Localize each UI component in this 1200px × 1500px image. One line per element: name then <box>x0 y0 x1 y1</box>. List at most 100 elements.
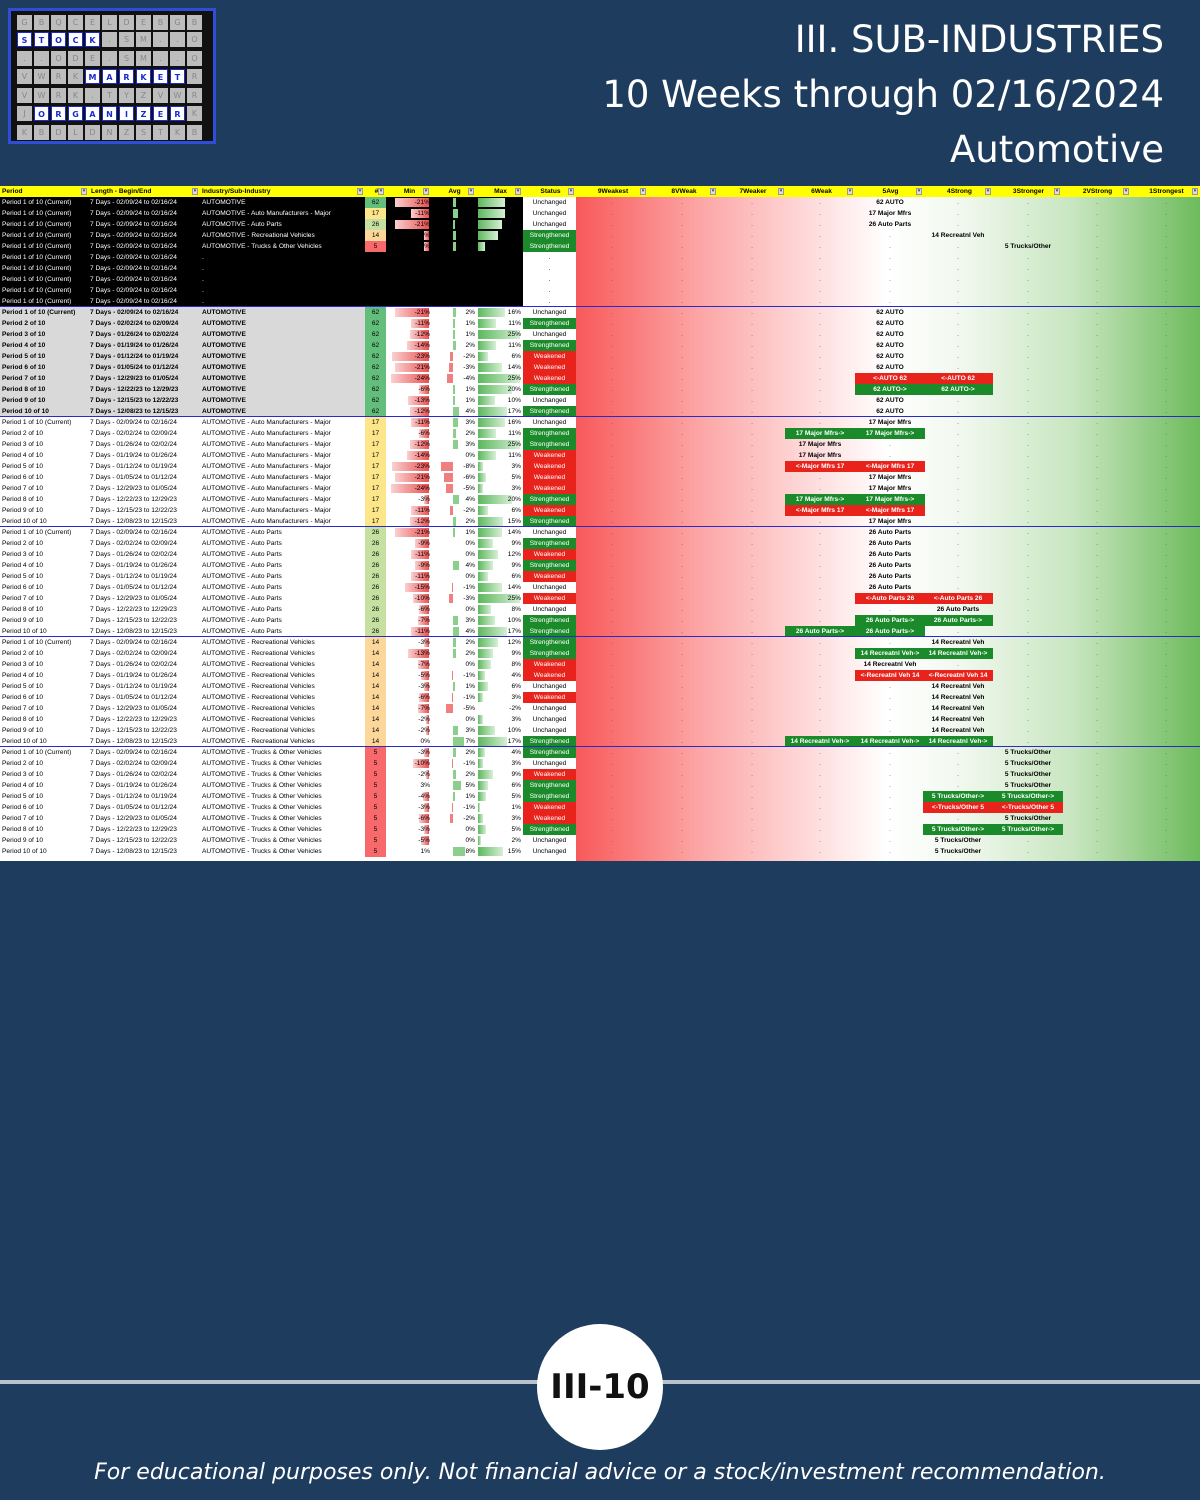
filter-dropdown-icon[interactable]: ▾ <box>710 188 716 195</box>
length-cell: 7 Days - 12/15/23 to 12/22/23 <box>90 837 177 844</box>
strength-position-marker: 14 Recreatnl Veh <box>931 232 985 239</box>
column-header[interactable]: # <box>365 186 386 197</box>
empty-position-dot: . <box>611 617 613 624</box>
empty-position-dot: . <box>611 529 613 536</box>
length-cell: 7 Days - 01/19/24 to 01/26/24 <box>90 562 177 569</box>
max-bg <box>476 560 523 571</box>
industry-cell: AUTOMOTIVE <box>202 331 246 338</box>
empty-position-dot: . <box>681 694 683 701</box>
filter-dropdown-icon[interactable]: ▾ <box>640 188 646 195</box>
column-header[interactable]: 4Strong <box>924 186 993 197</box>
empty-position-dot: . <box>1165 419 1167 426</box>
strength-position-marker: 17 Major Mfrs-> <box>855 428 925 439</box>
period-cell: Period 8 of 10 <box>2 606 44 613</box>
empty-position-dot: . <box>957 551 959 558</box>
filter-dropdown-icon[interactable]: ▾ <box>1192 188 1198 195</box>
avg-value: -2% <box>463 815 475 822</box>
max-value <box>476 252 521 263</box>
column-header[interactable]: Min <box>386 186 431 197</box>
empty-position-dot: . <box>1165 463 1167 470</box>
filter-dropdown-icon[interactable]: ▾ <box>847 188 853 195</box>
avg-value: 2% <box>465 771 475 778</box>
filter-dropdown-icon[interactable]: ▾ <box>81 188 87 195</box>
empty-position-dot: . <box>611 276 613 283</box>
empty-position-dot: . <box>957 419 959 426</box>
column-header[interactable]: Max <box>476 186 523 197</box>
empty-position-dot: . <box>819 342 821 349</box>
empty-position-dot: . <box>1096 661 1098 668</box>
filter-dropdown-icon[interactable]: ▾ <box>1054 188 1060 195</box>
column-header[interactable]: 7Weaker <box>718 186 786 197</box>
avg-value: 2% <box>465 243 475 250</box>
status-badge: . <box>523 263 576 274</box>
empty-position-dot: . <box>1027 430 1029 437</box>
column-header[interactable]: 3Stronger <box>993 186 1062 197</box>
filter-dropdown-icon[interactable]: ▾ <box>515 188 521 195</box>
filter-dropdown-icon[interactable]: ▾ <box>1123 188 1129 195</box>
empty-position-dot: . <box>681 683 683 690</box>
strength-position-marker: 14 Recreatnl Veh <box>931 727 985 734</box>
empty-position-dot: . <box>1165 496 1167 503</box>
empty-position-dot: . <box>819 309 821 316</box>
filter-dropdown-icon[interactable]: ▾ <box>357 188 363 195</box>
industry-cell: AUTOMOTIVE - Auto Manufacturers - Major <box>202 452 331 459</box>
empty-position-dot: . <box>957 254 959 261</box>
period-cell: Period 9 of 10 <box>2 507 44 514</box>
empty-position-dot: . <box>819 639 821 646</box>
status-badge: Unchanged <box>523 197 576 208</box>
column-header[interactable]: Status <box>523 186 576 197</box>
filter-dropdown-icon[interactable]: ▾ <box>985 188 991 195</box>
empty-position-dot: . <box>1165 837 1167 844</box>
count-cell: 5 <box>365 846 386 857</box>
empty-position-dot: . <box>957 760 959 767</box>
empty-position-dot: . <box>819 716 821 723</box>
max-bg <box>476 604 523 615</box>
count-cell: 62 <box>365 384 386 395</box>
strength-position-marker: 14 Recreatnl Veh-> <box>855 736 925 747</box>
filter-dropdown-icon[interactable]: ▾ <box>468 188 474 195</box>
logo-noise-cell: K <box>68 88 83 103</box>
empty-position-dot: . <box>1096 694 1098 701</box>
logo-noise-cell: D <box>51 125 66 140</box>
max-bg <box>476 681 523 692</box>
strength-position-marker: 26 Auto Parts <box>868 551 912 558</box>
empty-position-dot: . <box>1027 386 1029 393</box>
empty-position-dot: . <box>751 210 753 217</box>
max-databar <box>478 231 499 240</box>
avg-databar <box>445 704 453 713</box>
avg-value: -2% <box>463 353 475 360</box>
column-header[interactable]: 8VWeak <box>648 186 718 197</box>
column-header[interactable]: 5Avg <box>855 186 924 197</box>
column-header[interactable]: Industry/Sub-Industry <box>200 186 365 197</box>
column-header[interactable]: 9Weakest <box>576 186 648 197</box>
filter-dropdown-icon[interactable]: ▾ <box>568 188 574 195</box>
empty-position-dot: . <box>1165 518 1167 525</box>
column-header[interactable]: 1Strongest <box>1131 186 1200 197</box>
empty-position-dot: . <box>1165 573 1167 580</box>
column-header[interactable]: 6Weak <box>786 186 855 197</box>
empty-position-dot: . <box>681 551 683 558</box>
empty-position-dot: . <box>611 760 613 767</box>
empty-position-dot: . <box>957 496 959 503</box>
empty-position-dot: . <box>611 243 613 250</box>
max-databar <box>478 440 520 449</box>
filter-dropdown-icon[interactable]: ▾ <box>378 188 384 195</box>
filter-dropdown-icon[interactable]: ▾ <box>423 188 429 195</box>
period-cell: Period 3 of 10 <box>2 331 46 338</box>
empty-position-dot: . <box>751 221 753 228</box>
count-cell: 14 <box>365 648 386 659</box>
empty-position-dot: . <box>1165 617 1167 624</box>
filter-dropdown-icon[interactable]: ▾ <box>778 188 784 195</box>
max-value: 17% <box>507 628 521 635</box>
column-header[interactable]: 2VStrong <box>1062 186 1131 197</box>
avg-databar <box>453 209 458 218</box>
empty-position-dot: . <box>957 320 959 327</box>
filter-dropdown-icon[interactable]: ▾ <box>916 188 922 195</box>
column-header[interactable]: Avg <box>431 186 476 197</box>
column-header[interactable]: Period <box>0 186 89 197</box>
max-bg <box>476 505 523 516</box>
column-header[interactable]: Length - Begin/End <box>89 186 200 197</box>
filter-dropdown-icon[interactable]: ▾ <box>192 188 198 195</box>
empty-position-dot: . <box>611 287 613 294</box>
status-badge: Strengthened <box>523 736 576 747</box>
